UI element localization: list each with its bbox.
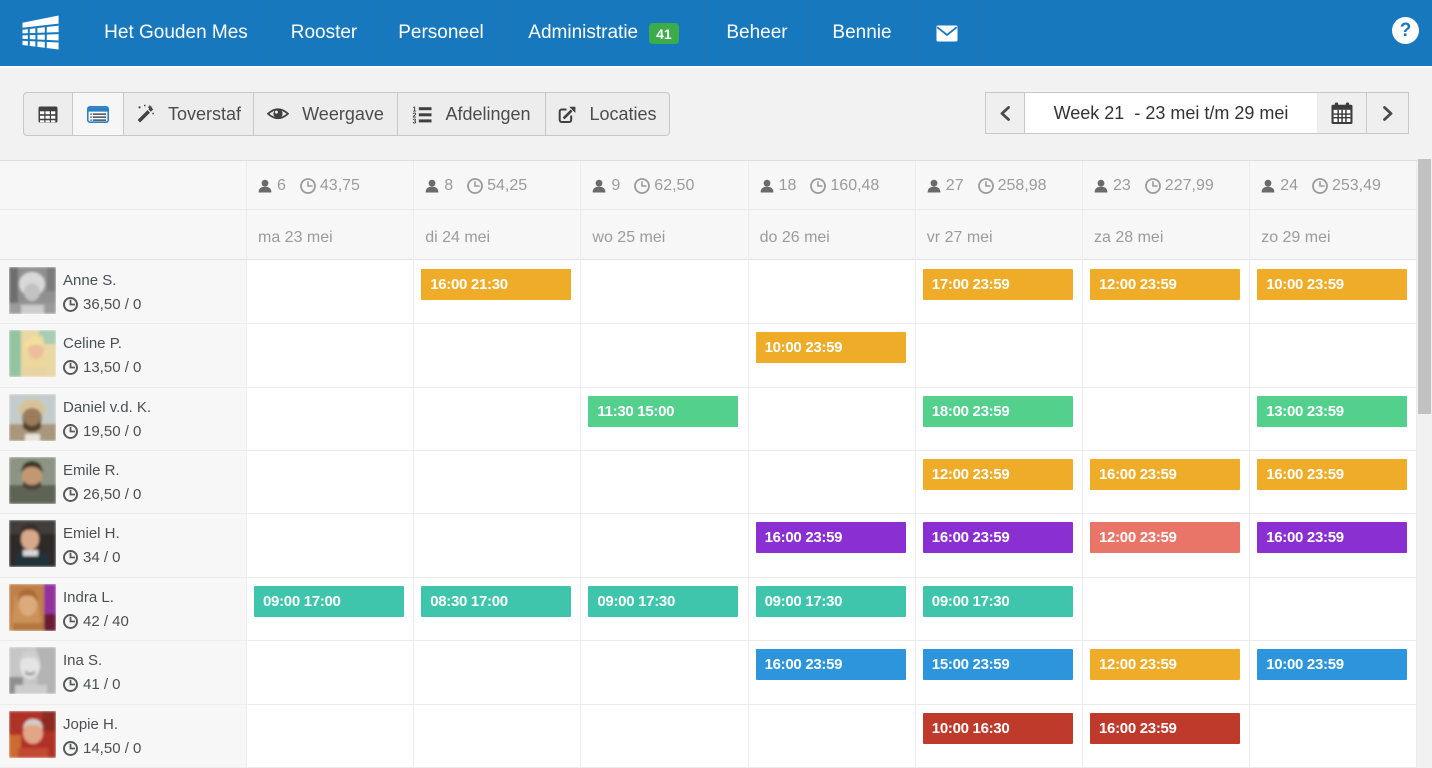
svg-text:2: 2 xyxy=(413,112,417,119)
svg-text:1: 1 xyxy=(413,106,417,113)
svg-text:3: 3 xyxy=(413,118,417,124)
